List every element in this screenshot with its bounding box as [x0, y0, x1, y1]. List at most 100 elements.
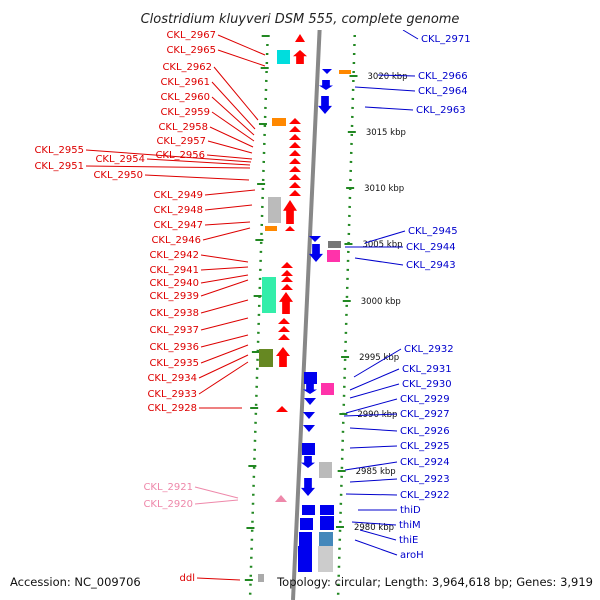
reverse-gene-arrow [298, 546, 312, 572]
accession-text: Accession: NC_009706 [10, 575, 141, 589]
leader-line [349, 368, 400, 391]
leader-line [207, 140, 253, 154]
forward-gene-arrow [281, 284, 293, 290]
forward-gene-arrow [289, 166, 301, 172]
leader-line [194, 499, 239, 505]
reverse-gene-arrow [303, 412, 315, 419]
leader-line [211, 96, 255, 136]
gene-label-forward: CKL_2960 [160, 92, 210, 103]
gene-label-forward: CKL_2955 [34, 145, 84, 156]
kbp-label: 2995 kbp [359, 353, 399, 363]
forward-gene-arrow [289, 118, 301, 124]
leader-line [144, 174, 250, 181]
reverse-gene-arrow [299, 532, 312, 546]
gene-label-forward: CKL_2939 [149, 291, 199, 302]
gene-label-forward: CKL_2948 [153, 205, 203, 216]
gene-label-reverse: CKL_2971 [421, 34, 471, 45]
gene-label-reverse: CKL_2963 [416, 105, 466, 116]
forward-gene-arrow [295, 34, 305, 42]
gene-label-forward: ddl [180, 573, 195, 584]
leader-line [349, 445, 398, 449]
pseudo-feature [258, 574, 264, 582]
gene-label-forward: CKL_2965 [166, 45, 216, 56]
pseudo-feature [319, 462, 332, 478]
reverse-gene-arrow [320, 505, 334, 515]
forward-gene-arrow [276, 347, 290, 367]
genome-backbone [291, 0, 323, 600]
reverse-gene-arrow [302, 505, 315, 515]
leader-line [202, 227, 251, 241]
gene-label-forward: CKL_2935 [149, 358, 199, 369]
gene-label-forward: CKL_2950 [93, 170, 143, 181]
gene-label-reverse: thiM [399, 520, 421, 531]
leader-line [200, 299, 249, 314]
misc-feature [265, 226, 277, 231]
gene-label-forward: CKL_2958 [158, 122, 208, 133]
gene-label-forward: CKL_2940 [149, 278, 199, 289]
leader-line [200, 344, 249, 364]
leader-line [353, 348, 402, 378]
leader-line [200, 334, 249, 348]
leader-line [354, 86, 416, 92]
forward-gene-arrow [278, 318, 290, 324]
gene-label-reverse: CKL_2925 [400, 441, 450, 452]
leader-line [349, 427, 398, 432]
forward-gene-arrow [279, 292, 293, 314]
pseudo-feature [318, 546, 333, 572]
leader-line [85, 165, 251, 169]
kbp-label: 3015 kbp [366, 128, 406, 138]
map-title: Clostridium kluyveri DSM 555, complete g… [141, 12, 460, 27]
gene-label-forward: CKL_2961 [160, 77, 210, 88]
leader-line [200, 254, 249, 263]
forward-gene-arrow [289, 174, 301, 180]
gene-label-forward: CKL_2934 [147, 373, 197, 384]
leader-line [359, 529, 397, 541]
gene-label-forward: CKL_2938 [149, 308, 199, 319]
gene-label-reverse: CKL_2944 [406, 242, 456, 253]
gene-label-forward: CKL_2956 [155, 150, 205, 161]
gene-label-reverse: thiD [400, 505, 421, 516]
gene-label-forward: CKL_2954 [95, 154, 145, 165]
leader-line [198, 361, 249, 395]
gene-label-forward: CKL_2942 [149, 250, 199, 261]
leader-line [354, 539, 398, 556]
forward-gene-arrow [278, 326, 290, 332]
forward-gene-arrow [289, 126, 301, 132]
gene-label-forward: CKL_2936 [149, 342, 199, 353]
feature-layer [258, 0, 351, 582]
forward-gene-arrow [289, 142, 301, 148]
leader-line [204, 221, 251, 226]
pseudo-feature [268, 197, 281, 223]
pseudo-gene-arrow [275, 495, 287, 502]
leader-line [194, 486, 239, 499]
leader-line [364, 106, 414, 111]
leader-line [211, 111, 255, 142]
forward-gene-arrow [276, 406, 288, 412]
pseudo-feature [328, 241, 341, 248]
gene-label-reverse: CKL_2932 [404, 344, 454, 355]
leader-line [354, 257, 404, 266]
outer-tick-ring [336, 25, 357, 600]
leader-line [217, 49, 266, 67]
gene-label-reverse: CKL_2924 [400, 457, 450, 468]
forward-gene-arrow [289, 182, 301, 188]
gene-label-reverse: CKL_2927 [400, 409, 450, 420]
gene-label-reverse: CKL_2922 [400, 490, 450, 501]
kbp-label: 3020 kbp [368, 72, 408, 82]
leader-line [204, 204, 253, 211]
rna-feature [262, 277, 276, 313]
leader-line [213, 66, 259, 121]
label-layer: CKL_2967 CKL_2965 CKL_2962 CKL_2961 CKL_2960… [34, 30, 470, 584]
gene-label-reverse: CKL_2931 [402, 364, 452, 375]
leader-line-layer [85, 29, 419, 581]
leader-line [200, 279, 249, 297]
reverse-gene-arrow [302, 443, 315, 455]
rna-feature [259, 349, 273, 367]
forward-gene-arrow [289, 150, 301, 156]
reverse-gene-arrow [303, 384, 317, 394]
forward-gene-arrow [285, 226, 295, 231]
leader-line [402, 29, 419, 40]
kbp-label: 3010 kbp [364, 184, 404, 194]
leader-line [364, 230, 406, 244]
